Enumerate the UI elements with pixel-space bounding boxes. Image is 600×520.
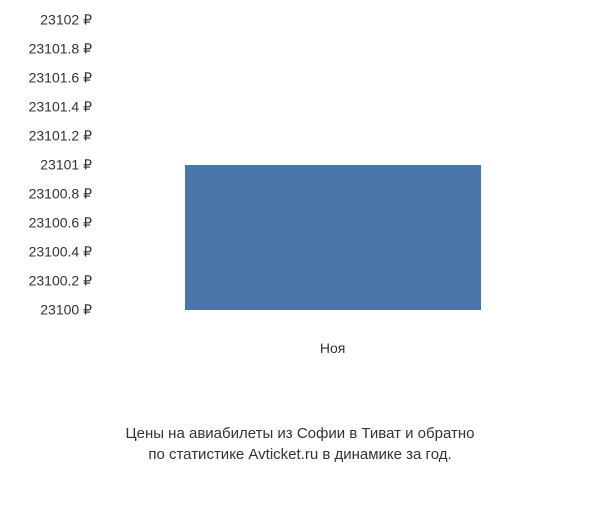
y-tick-label: 23101.8 ₽ — [29, 41, 92, 58]
price-chart: 23102 ₽23101.8 ₽23101.6 ₽23101.4 ₽23101.… — [100, 20, 570, 310]
plot-area — [100, 20, 570, 310]
chart-caption: Цены на авиабилеты из Софии в Тиват и об… — [0, 423, 600, 465]
bar — [185, 165, 481, 310]
y-tick-label: 23100.4 ₽ — [29, 244, 92, 261]
y-tick-label: 23101.2 ₽ — [29, 128, 92, 145]
y-tick-label: 23101.4 ₽ — [29, 99, 92, 116]
y-tick-label: 23101 ₽ — [40, 157, 92, 174]
caption-line1: Цены на авиабилеты из Софии в Тиват и об… — [126, 425, 475, 442]
y-axis: 23102 ₽23101.8 ₽23101.6 ₽23101.4 ₽23101.… — [20, 20, 100, 310]
y-tick-label: 23100.8 ₽ — [29, 186, 92, 203]
y-tick-label: 23102 ₽ — [40, 12, 92, 29]
y-tick-label: 23100 ₽ — [40, 302, 92, 319]
caption-line2: по статистике Avticket.ru в динамике за … — [148, 446, 451, 463]
y-tick-label: 23100.2 ₽ — [29, 273, 92, 290]
y-tick-label: 23100.6 ₽ — [29, 215, 92, 232]
y-tick-label: 23101.6 ₽ — [29, 70, 92, 87]
x-tick-label: Ноя — [320, 340, 345, 356]
